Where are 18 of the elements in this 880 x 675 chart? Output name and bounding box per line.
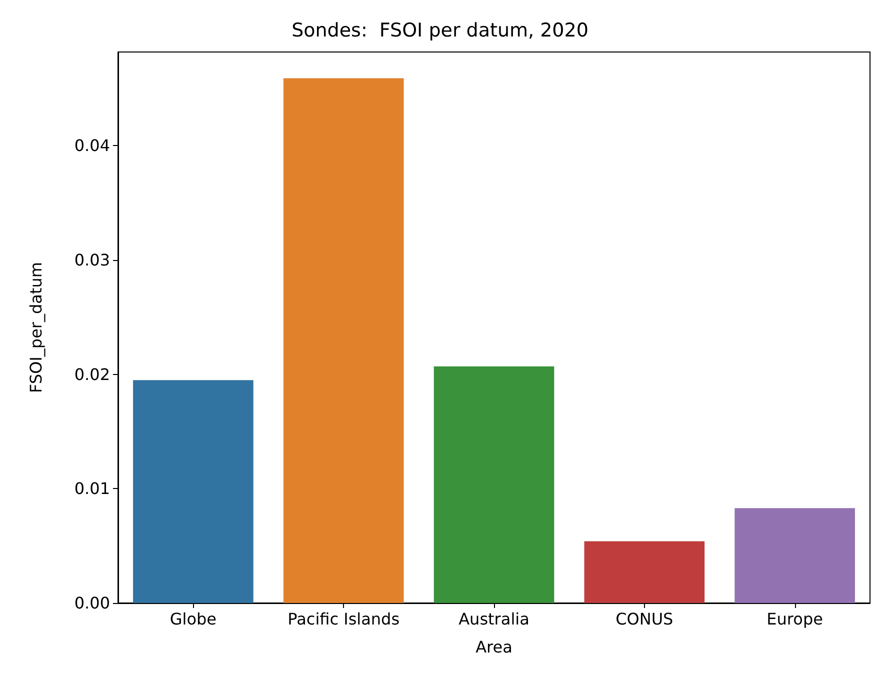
y-tick-label: 0.00 (74, 594, 110, 612)
y-tick-label: 0.04 (74, 136, 110, 156)
bar (283, 78, 404, 603)
bar (734, 508, 855, 603)
y-tick-label: 0.03 (74, 250, 110, 270)
y-tick-label: 0.01 (74, 479, 110, 498)
x-tick-label: Australia (458, 610, 530, 628)
y-tick-label: 0.02 (74, 364, 110, 384)
bar (584, 541, 705, 603)
chart-title: Sondes: FSOI per datum, 2020 (292, 20, 588, 42)
bar (434, 366, 554, 603)
x-tick-label: Globe (170, 610, 217, 628)
y-axis-title: FSOI_per_datum (26, 262, 46, 393)
bar (133, 380, 254, 603)
x-tick-label: Pacific Islands (288, 610, 400, 628)
x-tick-label: Europe (766, 610, 823, 628)
x-axis-title: Area (476, 638, 512, 656)
x-tick-label: CONUS (616, 610, 674, 628)
